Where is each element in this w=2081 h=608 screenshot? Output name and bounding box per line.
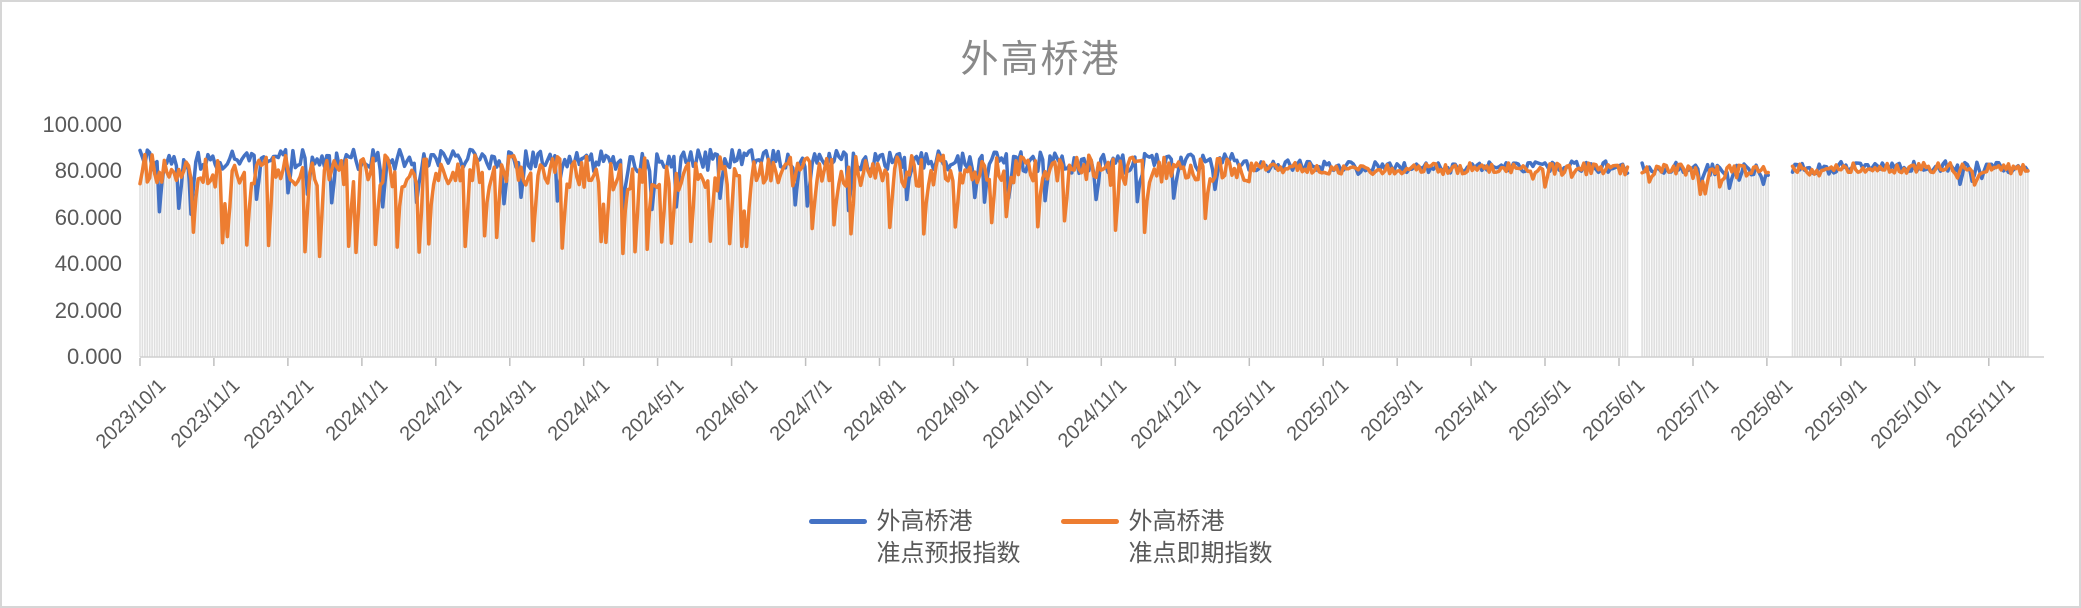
legend-label-line: 准点预报指数 — [876, 540, 1021, 567]
y-tick-label: 20.000 — [54, 297, 122, 323]
y-tick-label: 40.000 — [54, 251, 122, 277]
legend-item-spot-index: 外高桥港准点即期指数 — [1060, 506, 1273, 570]
legend-line-swatch — [1060, 519, 1119, 524]
y-tick-label: 0.000 — [66, 344, 122, 369]
legend-line-swatch — [808, 519, 867, 524]
legend-label-line: 外高桥港 — [1128, 508, 1225, 535]
y-tick-label: 80.000 — [54, 158, 122, 184]
legend-label: 外高桥港准点预报指数 — [877, 506, 1021, 570]
legend: 外高桥港 准点预报指数 外高桥港 准点即期指数 — [2, 506, 2079, 570]
spot-index-line — [138, 152, 1630, 259]
legend-item-forecast-index: 外高桥港准点预报指数 — [808, 506, 1021, 570]
legend-label: 外高桥港准点即期指数 — [1129, 506, 1273, 570]
y-tick-label: 100.000 — [42, 112, 122, 137]
y-tick-label: 60.000 — [54, 204, 122, 230]
legend-label-line: 外高桥港 — [876, 508, 973, 535]
spot-index-line — [1790, 160, 2030, 187]
daily-bars-series — [139, 156, 2029, 357]
x-axis-ticks — [139, 358, 1990, 366]
spot-index-line — [1640, 162, 1770, 197]
chart-title: 外高桥港 — [960, 39, 1121, 81]
legend-label-line: 准点即期指数 — [1128, 540, 1273, 567]
